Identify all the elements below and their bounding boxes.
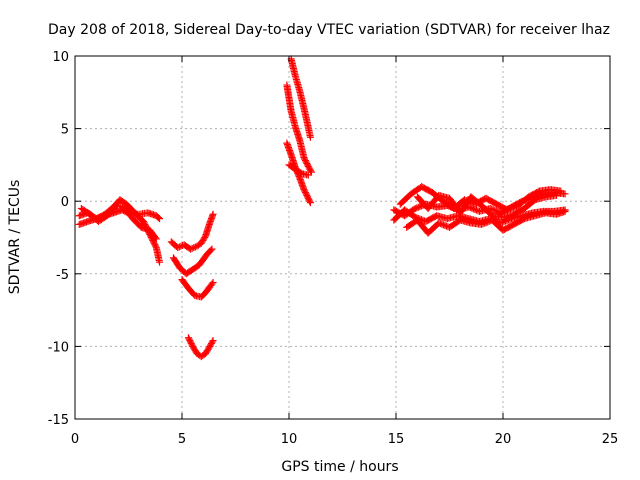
axis-ticks: 0 5 10 15 20 25 -15 -10 -5 0 5 10 xyxy=(48,50,619,447)
data-points xyxy=(75,55,569,361)
data-point-marker xyxy=(152,242,160,250)
series-track-2b xyxy=(169,245,216,278)
x-tick-label: 0 xyxy=(71,432,79,447)
data-point-marker xyxy=(209,210,217,218)
data-point-marker xyxy=(481,219,489,227)
x-tick-label: 5 xyxy=(178,432,186,447)
data-point-marker xyxy=(506,205,514,213)
plot-frame xyxy=(74,55,611,420)
data-point-marker xyxy=(503,206,511,214)
data-point-marker xyxy=(484,218,492,226)
data-point-marker xyxy=(491,206,499,214)
data-point-marker xyxy=(307,167,315,175)
data-point-marker xyxy=(174,244,182,252)
data-point-marker xyxy=(561,190,569,198)
data-point-marker xyxy=(187,245,195,253)
data-point-marker xyxy=(509,203,517,211)
data-point-marker xyxy=(435,219,443,227)
x-tick-label: 25 xyxy=(602,432,619,447)
data-point-marker xyxy=(414,203,422,211)
series-track-2a xyxy=(167,210,217,253)
data-point-marker xyxy=(553,191,560,199)
series-track-3a xyxy=(287,55,314,141)
data-point-marker xyxy=(413,204,421,212)
chart-title: Day 208 of 2018, Sidereal Day-to-day VTE… xyxy=(48,22,610,38)
data-point-marker xyxy=(209,337,217,345)
data-point-marker xyxy=(557,187,565,195)
data-point-marker xyxy=(175,243,183,251)
data-point-marker xyxy=(438,220,446,228)
data-point-marker xyxy=(306,199,314,207)
data-point-marker xyxy=(500,218,508,226)
data-point-marker xyxy=(208,338,216,346)
data-point-marker xyxy=(503,216,511,224)
data-point-marker xyxy=(472,206,480,214)
data-point-marker xyxy=(156,258,164,266)
data-point-marker xyxy=(436,220,444,228)
data-point-marker xyxy=(190,244,198,252)
data-point-marker xyxy=(482,219,490,227)
data-point-marker xyxy=(207,246,215,254)
y-tick-label: -5 xyxy=(56,268,69,283)
x-tick-label: 15 xyxy=(388,432,405,447)
data-point-marker xyxy=(306,133,314,141)
series-track-4d xyxy=(403,207,569,237)
data-point-marker xyxy=(154,214,162,222)
y-tick-label: -15 xyxy=(48,413,69,428)
data-point-marker xyxy=(152,235,160,243)
data-point-marker xyxy=(441,221,449,229)
data-point-marker xyxy=(511,203,519,211)
y-axis-label: SDTVAR / TECUs xyxy=(7,180,23,295)
y-tick-label: 5 xyxy=(61,123,69,138)
data-point-marker xyxy=(479,220,487,228)
x-tick-label: 20 xyxy=(495,432,512,447)
y-tick-label: 0 xyxy=(61,195,69,210)
series-track-2c xyxy=(178,276,217,301)
series-track-2d xyxy=(184,334,217,361)
x-axis-label: GPS time / hours xyxy=(281,459,398,475)
data-point-marker xyxy=(501,217,509,225)
data-point-marker xyxy=(156,215,164,223)
data-point-marker xyxy=(209,279,217,287)
data-point-marker xyxy=(492,207,500,215)
y-tick-label: 10 xyxy=(52,50,69,65)
data-point-marker xyxy=(191,243,199,251)
series-track-3d xyxy=(285,161,312,179)
data-point-marker xyxy=(306,197,314,205)
data-point-marker xyxy=(508,204,516,212)
data-point-marker xyxy=(498,218,506,226)
series-track-1c xyxy=(77,202,160,243)
series-track-3b xyxy=(283,81,315,176)
data-point-marker xyxy=(478,220,486,228)
y-tick-label: -10 xyxy=(48,340,69,355)
data-point-marker xyxy=(304,171,312,179)
data-point-marker xyxy=(151,234,159,242)
data-point-marker xyxy=(505,205,513,213)
x-tick-label: 10 xyxy=(281,432,298,447)
data-point-marker xyxy=(439,221,447,229)
data-point-marker xyxy=(208,245,216,253)
data-point-marker xyxy=(411,204,419,212)
data-point-marker xyxy=(489,206,497,214)
data-point-marker xyxy=(208,280,216,288)
data-point-marker xyxy=(188,244,196,252)
data-point-marker xyxy=(561,207,569,215)
series-track-4e xyxy=(413,191,560,221)
data-point-marker xyxy=(505,216,513,224)
data-point-marker xyxy=(416,203,424,211)
